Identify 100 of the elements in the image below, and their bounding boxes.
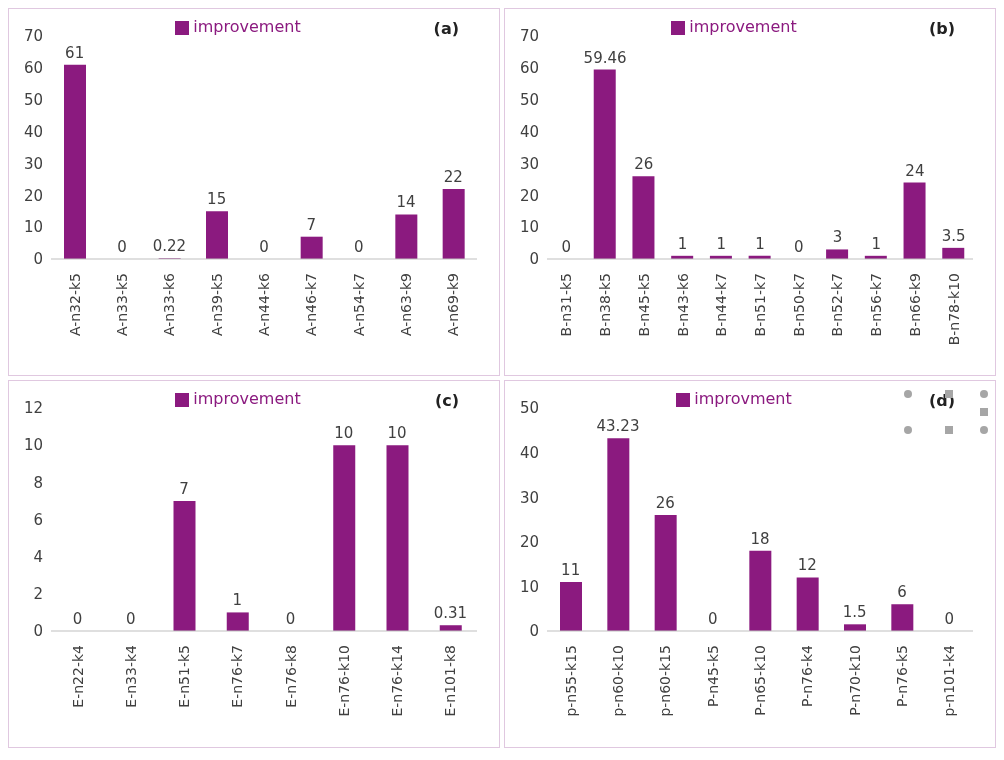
legend-label: improvement <box>193 17 301 36</box>
data-label: 1 <box>871 234 881 253</box>
data-label: 1 <box>755 234 765 253</box>
x-tick-label: P-n76-k5 <box>894 645 910 707</box>
x-tick-label: A-n33-k5 <box>114 273 130 337</box>
y-tick-label: 40 <box>23 122 43 141</box>
y-tick-label: 30 <box>519 154 539 173</box>
x-tick-label: B-n38-k5 <box>597 273 614 337</box>
x-tick-label: p-n60-k10 <box>610 645 626 717</box>
x-tick-label: B-n51-k7 <box>752 273 768 337</box>
x-tick-label: B-n56-k7 <box>868 273 885 337</box>
y-tick-label: 20 <box>23 186 43 205</box>
y-tick-label: 10 <box>23 218 43 237</box>
x-tick-label: A-n32-k5 <box>66 273 83 337</box>
legend-label: improvment <box>694 389 792 408</box>
data-label: 1 <box>716 234 727 253</box>
x-tick-label: E-n76-k8 <box>282 645 299 708</box>
data-label: 26 <box>655 494 675 513</box>
x-tick-label: E-n33-k4 <box>122 644 139 708</box>
y-tick-label: 6 <box>33 510 43 529</box>
data-label: 0 <box>117 238 127 256</box>
x-tick-label: E-n22-k4 <box>69 644 86 708</box>
y-tick-label: 60 <box>23 59 43 78</box>
chart-title: (b) <box>928 19 955 38</box>
y-tick-label: 30 <box>519 488 539 507</box>
x-tick-label: E-n76-k7 <box>229 645 246 708</box>
data-label: 0 <box>944 610 955 628</box>
data-label: 12 <box>797 556 817 575</box>
y-tick-label: 40 <box>519 122 539 141</box>
y-tick-label: 10 <box>23 436 43 455</box>
y-tick-label: 20 <box>519 533 539 552</box>
data-label: 1 <box>232 591 243 610</box>
data-label: 0 <box>72 610 83 628</box>
data-label: 0 <box>126 610 136 628</box>
chart-title: (a) <box>433 19 459 38</box>
data-label: 3.5 <box>941 226 966 245</box>
x-tick-label: A-n33-k6 <box>161 272 178 337</box>
data-label: 3 <box>832 228 843 247</box>
y-tick-label: 12 <box>23 399 43 418</box>
data-label: 1.5 <box>842 603 867 622</box>
x-tick-label: P-n70-k10 <box>846 645 863 716</box>
data-label: 11 <box>561 560 581 579</box>
data-label: 0 <box>793 238 804 256</box>
y-tick-label: 70 <box>23 27 43 46</box>
data-label: 24 <box>905 161 925 180</box>
x-tick-label: B-n78-k10 <box>945 273 962 346</box>
x-tick-label: A-n39-k5 <box>208 273 225 337</box>
y-tick-label: 50 <box>23 91 43 110</box>
data-label: 6 <box>897 583 907 602</box>
x-tick-label: B-n43-k6 <box>674 272 691 337</box>
data-label: 59.46 <box>583 48 627 67</box>
data-label: 43.23 <box>596 417 640 436</box>
x-tick-label: p-n60-k15 <box>657 645 674 717</box>
y-tick-label: 0 <box>529 250 539 269</box>
legend-label: improvement <box>689 17 797 36</box>
y-tick-label: 50 <box>519 399 539 418</box>
x-tick-label: P-n65-k10 <box>752 645 768 716</box>
x-tick-label: A-n46-k7 <box>303 273 320 337</box>
y-tick-label: 0 <box>529 622 539 641</box>
x-tick-label: p-n55-k15 <box>562 645 579 717</box>
y-tick-label: 2 <box>33 585 43 604</box>
x-tick-label: E-n76-k10 <box>335 645 352 717</box>
y-tick-label: 0 <box>33 622 43 641</box>
data-label: 14 <box>396 193 416 212</box>
x-tick-label: P-n45-k5 <box>704 645 721 707</box>
y-tick-label: 4 <box>33 547 43 566</box>
data-label: 0.31 <box>433 604 468 623</box>
chart-title: (c) <box>434 391 459 410</box>
data-label: 0 <box>561 238 572 256</box>
data-label: 0 <box>285 610 296 628</box>
x-tick-label: A-n63-k9 <box>398 273 414 337</box>
y-tick-label: 50 <box>519 91 539 110</box>
data-label: 0.22 <box>152 237 187 256</box>
x-tick-label: A-n44-k6 <box>256 272 272 337</box>
data-label: 61 <box>65 43 85 62</box>
y-tick-label: 30 <box>23 154 43 173</box>
data-label: 1 <box>677 234 688 253</box>
data-label: 0 <box>259 238 269 256</box>
x-tick-label: E-n76-k14 <box>389 644 406 717</box>
y-tick-label: 70 <box>519 27 539 46</box>
y-tick-label: 8 <box>33 473 43 492</box>
x-tick-label: A-n54-k7 <box>350 273 367 337</box>
x-tick-label: B-n45-k5 <box>635 273 652 337</box>
data-label: 10 <box>387 424 407 443</box>
x-tick-label: B-n66-k9 <box>906 273 923 337</box>
y-tick-label: 10 <box>519 218 539 237</box>
data-label: 7 <box>306 215 317 234</box>
y-tick-label: 0 <box>33 250 43 269</box>
x-tick-label: B-n31-k5 <box>558 273 575 337</box>
x-tick-label: B-n50-k7 <box>790 273 807 337</box>
y-tick-label: 10 <box>519 577 539 596</box>
y-tick-label: 20 <box>519 186 539 205</box>
data-label: 18 <box>750 529 770 548</box>
x-tick-label: E-n51-k5 <box>176 645 193 708</box>
data-label: 26 <box>634 155 654 174</box>
y-tick-label: 40 <box>519 443 539 462</box>
data-label: 10 <box>334 424 354 443</box>
x-tick-label: B-n52-k7 <box>829 273 846 337</box>
x-tick-label: E-n101-k8 <box>442 645 459 717</box>
x-tick-label: p-n101-k4 <box>941 644 958 717</box>
